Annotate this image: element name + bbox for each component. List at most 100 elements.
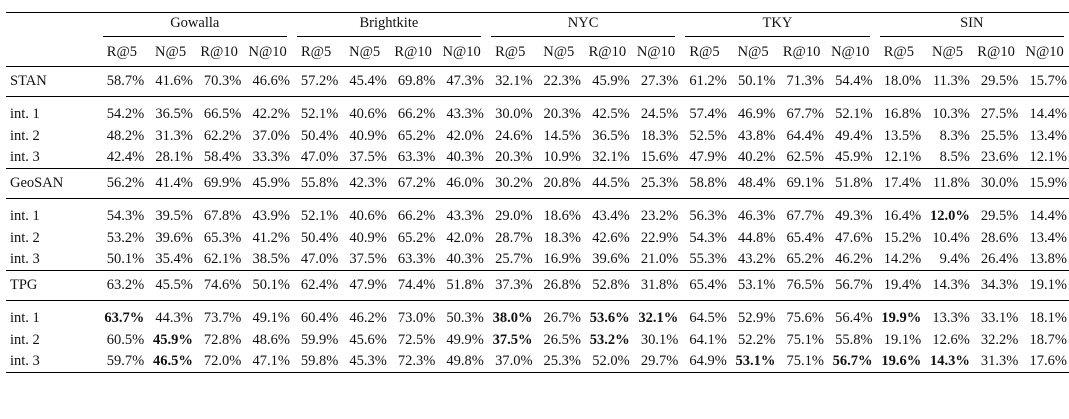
metric-value-cell: 65.2% [397,128,436,144]
metric-value-cell: 16.8% [874,96,924,126]
metric-value-cell: 28.6% [980,230,1019,246]
metric-value-cell: 63.7% [97,300,147,330]
metric-value-cell: 32.1% [631,300,681,330]
metric-header: R@10 [777,39,826,67]
best-value: 38.0% [492,309,533,326]
metric-value-cell: 42.3% [340,168,389,199]
metric-value-cell: 40.9% [349,128,387,144]
row-label: int. 2 [10,128,40,144]
metric-value-cell: 58.4% [203,149,242,165]
best-value: 37.5% [492,332,533,348]
metric-value-cell: 14.3% [923,351,972,373]
metric-value-cell: 13.5% [883,128,922,144]
metric-value-cell: 18.3% [640,128,679,144]
row-label: int. 1 [6,300,98,330]
metric-value-cell: 54.3% [97,198,147,228]
metric-header: N@5 [340,39,389,67]
intervention-row: int. 3 42.4% 28.1% 58.4% 33.3% 47.0% 37.5% 63.3… [6,147,1069,169]
metric-value-cell: 62.1% [203,251,242,267]
metric-value-cell: 11.3% [932,73,970,89]
row-label-subheader [6,39,98,67]
metric-value-cell: 62.2% [203,128,242,144]
metric-header: N@5 [534,39,584,67]
metric-header: R@10 [583,39,632,67]
metric-value-cell: 45.9% [592,73,630,89]
metric-value-cell: 46.2% [340,300,389,330]
metric-value-cell: 46.2% [835,251,873,267]
metric-value-cell: 64.4% [786,128,824,144]
metric-value-cell: 26.4% [980,251,1019,267]
metric-value-cell: 19.6% [874,351,924,373]
metric-value-cell: 47.3% [446,73,484,89]
best-value: 63.7% [104,309,145,326]
metric-value-cell: 47.9% [340,270,389,301]
metric-value-cell: 75.1% [786,332,824,348]
metric-value-cell: 20.3% [534,96,584,126]
metric-value-cell: 55.3% [689,251,727,267]
metric-value-cell: 49.3% [825,198,875,228]
metric-value-cell: 29.5% [980,73,1019,89]
metric-value-cell: 73.0% [388,300,438,330]
metric-value-cell: 50.1% [106,251,145,267]
metric-value-cell: 25.3% [534,351,584,373]
metric-value-cell: 51.8% [825,168,875,199]
metric-value-cell: 19.1% [1020,270,1069,301]
metric-value-cell: 54.4% [835,73,873,89]
metric-value-cell: 46.5% [146,351,195,373]
metric-value-cell: 13.4% [1029,230,1067,246]
metric-value-cell: 66.5% [194,96,244,126]
metric-value-cell: 75.6% [777,300,826,330]
metric-value-cell: 49.8% [437,351,486,373]
model-row: STAN 58.7% 41.6% 70.3% 46.6% 57.2% 45.4% 69.8% 4… [6,67,1069,97]
metric-value-cell: 65.2% [786,251,824,267]
metric-header: N@10 [631,39,681,67]
metric-value-cell: 18.1% [1020,300,1069,330]
metric-value-cell: 55.8% [835,332,873,348]
metric-value-cell: 56.7% [825,351,875,373]
metric-value-cell: 10.9% [543,149,582,165]
metric-value-cell: 15.6% [640,149,679,165]
metric-value-cell: 59.9% [300,332,339,348]
metric-header: R@5 [97,39,147,67]
metric-value-cell: 10.4% [932,230,970,246]
metric-value-cell: 10.3% [923,96,972,126]
metric-header: N@5 [923,39,972,67]
metric-value-cell: 43.4% [583,198,632,228]
metric-value-cell: 50.4% [300,230,339,246]
metric-value-cell: 53.2% [106,230,145,246]
metric-value-cell: 38.5% [252,251,290,267]
row-label: int. 1 [6,96,98,126]
metric-value-cell: 46.9% [728,96,778,126]
metric-value-cell: 43.3% [437,96,486,126]
metric-header: R@5 [485,39,535,67]
metric-value-cell: 44.3% [146,300,195,330]
metric-value-cell: 14.4% [1020,96,1069,126]
metric-value-cell: 67.7% [777,96,826,126]
metric-value-cell: 74.4% [388,270,438,301]
metric-value-cell: 18.7% [1029,332,1067,348]
metric-value-cell: 12.0% [923,198,972,228]
dataset-header-label: Brightkite [296,15,481,37]
metric-value-cell: 56.4% [825,300,875,330]
metric-value-cell: 22.9% [640,230,679,246]
metric-value-cell: 14.3% [923,270,972,301]
metric-value-cell: 72.8% [203,332,242,348]
metric-value-cell: 47.1% [243,351,292,373]
metric-value-cell: 9.4% [939,251,970,267]
metric-value-cell: 70.3% [203,73,242,89]
metric-value-cell: 52.5% [689,128,727,144]
metric-value-cell: 32.2% [980,332,1019,348]
best-value: 19.9% [881,309,922,326]
metric-value-cell: 34.3% [971,270,1021,301]
metric-value-cell: 40.6% [340,198,389,228]
row-label: int. 3 [6,351,98,373]
metric-value-cell: 25.5% [980,128,1019,144]
metric-value-cell: 23.6% [980,149,1019,165]
row-label: TPG [6,270,98,301]
metric-value-cell: 47.0% [300,251,339,267]
intervention-row: int. 2 60.5% 45.9% 72.8% 48.6% 59.9% 45.6% 72.5… [6,330,1069,351]
metric-value-cell: 50.1% [737,73,776,89]
metric-value-cell: 20.8% [534,168,584,199]
row-label: int. 1 [6,198,98,228]
metric-value-cell: 42.6% [592,230,630,246]
